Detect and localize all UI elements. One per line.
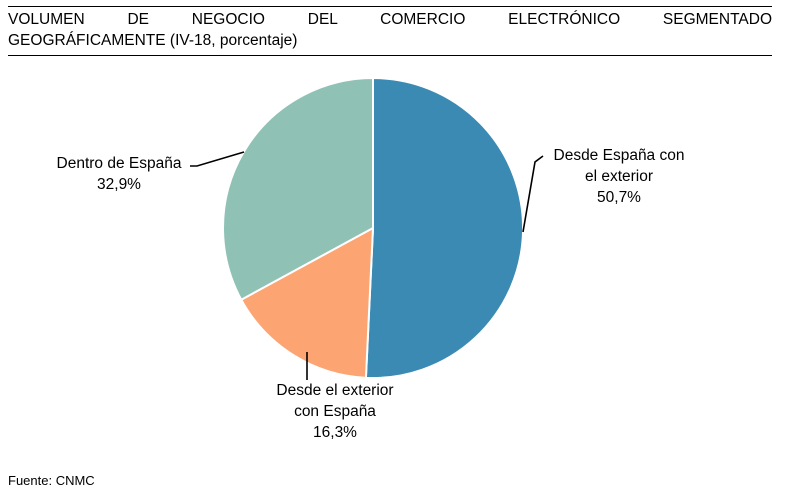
leader-line-1 (522, 155, 544, 233)
slice-labels: Desde España con el exterior 50,7% Desde el… (57, 147, 685, 441)
slice-category-label-1: Desde España con (554, 147, 685, 164)
title-top-rule (8, 6, 772, 7)
pie-slices (222, 76, 525, 379)
leader-lines (190, 151, 544, 380)
title-bottom-rule (8, 55, 772, 56)
slice-category-label-1: el exterior (585, 168, 653, 185)
slice-value-label-2: 16,3% (313, 424, 357, 441)
slice-category-label-2: Desde el exterior (276, 382, 393, 399)
pie-slice-2 (239, 226, 375, 379)
pie-slice-3 (222, 76, 374, 302)
source-note: Fuente: CNMC (8, 473, 95, 488)
chart-title-line-1: VOLUMEN DE NEGOCIO DEL COMERCIO ELECTRÓN… (8, 11, 772, 28)
chart-title: VOLUMEN DE NEGOCIO DEL COMERCIO ELECTRÓN… (8, 9, 772, 51)
slice-value-label-1: 50,7% (597, 189, 641, 206)
pie-slice-1 (364, 76, 525, 379)
leader-line-3 (190, 151, 245, 167)
slice-category-label-2: con España (294, 403, 376, 420)
chart-title-line-2: GEOGRÁFICAMENTE (IV-18, porcentaje) (8, 32, 298, 49)
slice-value-label-3: 32,9% (97, 176, 141, 193)
slice-category-label-3: Dentro de España (57, 155, 182, 172)
